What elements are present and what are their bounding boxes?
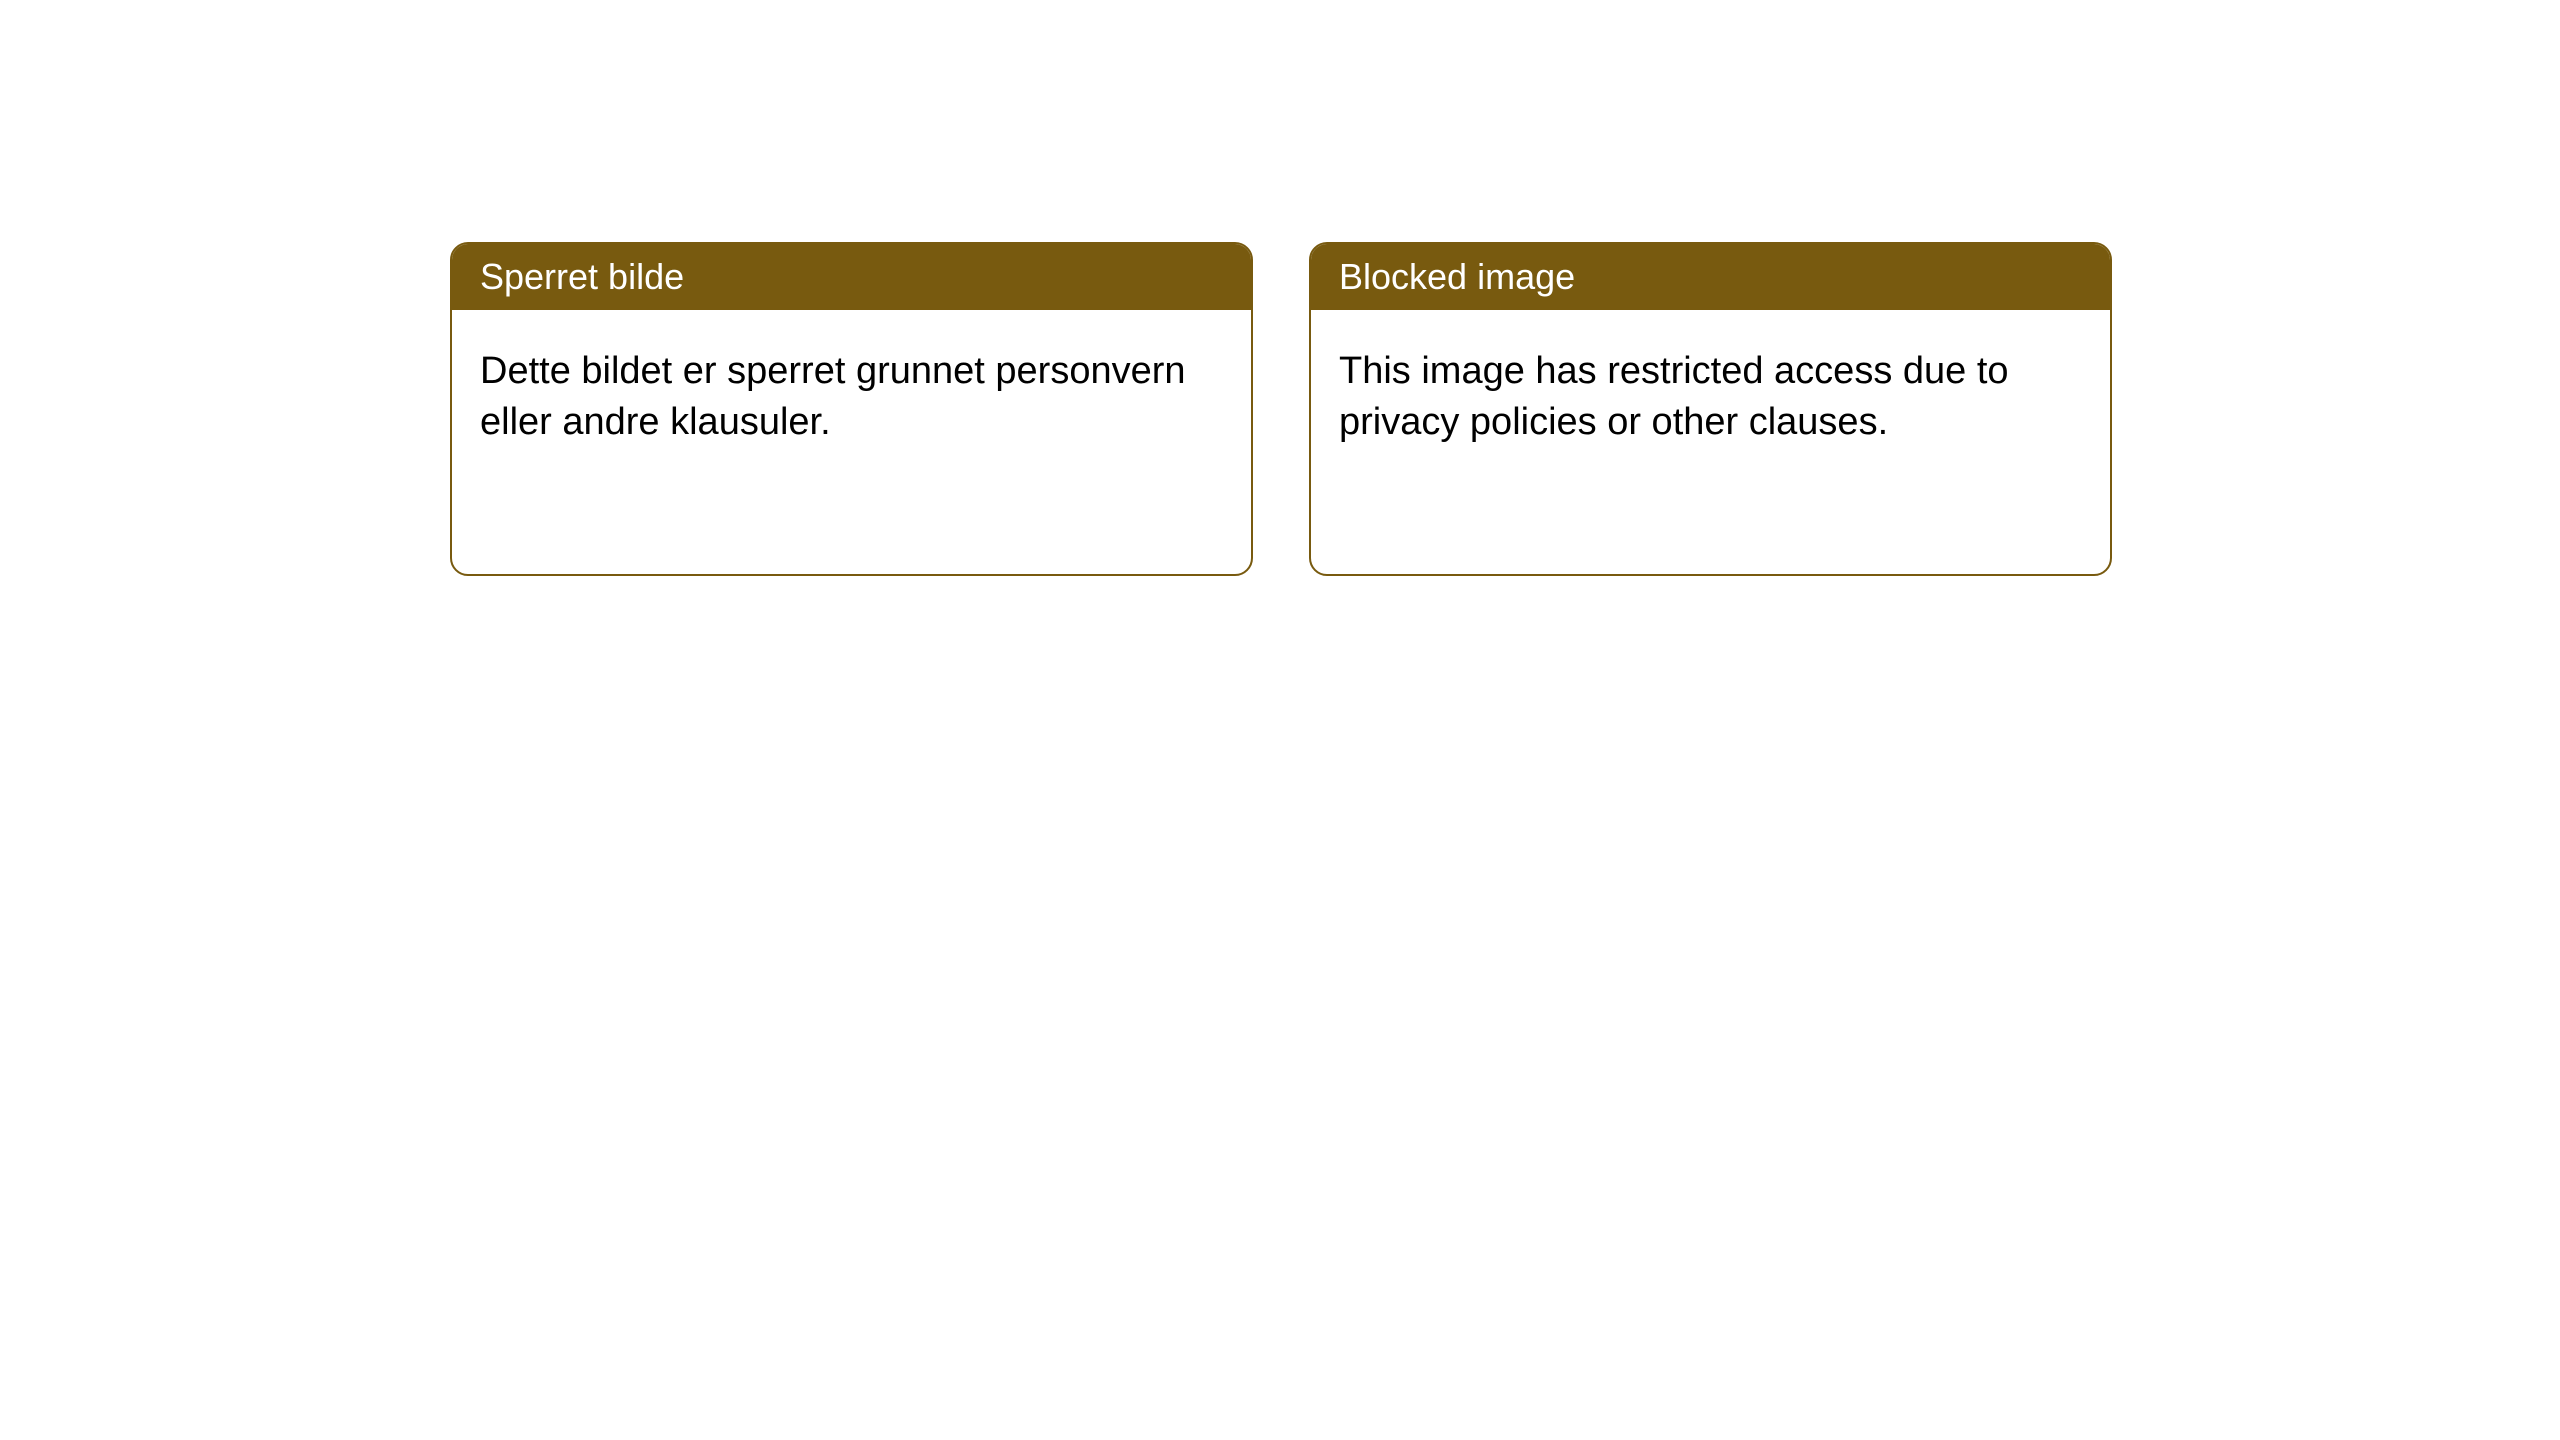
notice-card-en: Blocked image This image has restricted … [1309,242,2112,576]
notice-text-en: This image has restricted access due to … [1339,350,2009,443]
notice-container: Sperret bilde Dette bildet er sperret gr… [450,242,2112,576]
notice-body-no: Dette bildet er sperret grunnet personve… [452,310,1251,477]
notice-header-no: Sperret bilde [452,244,1251,310]
notice-header-en: Blocked image [1311,244,2110,310]
notice-title-no: Sperret bilde [480,256,684,297]
notice-title-en: Blocked image [1339,256,1575,297]
notice-card-no: Sperret bilde Dette bildet er sperret gr… [450,242,1253,576]
notice-text-no: Dette bildet er sperret grunnet personve… [480,350,1186,443]
notice-body-en: This image has restricted access due to … [1311,310,2110,477]
